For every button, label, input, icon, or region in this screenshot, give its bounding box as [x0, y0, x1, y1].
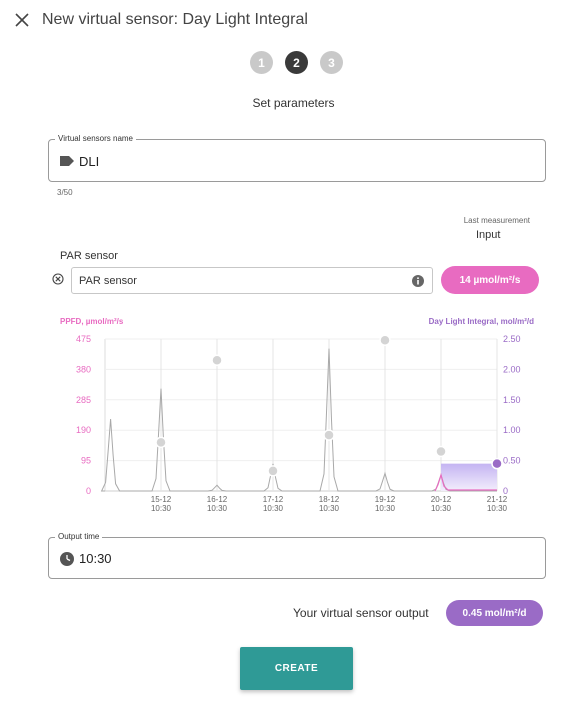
info-icon[interactable] [412, 275, 424, 287]
ppfd-current-line [434, 472, 497, 492]
x-axis-tick-date: 15-12 [151, 495, 172, 504]
dli-point [267, 465, 279, 477]
output-time-field[interactable]: Output time 10:30 [48, 532, 546, 579]
sensor-name-legend: Virtual sensors name [55, 134, 136, 144]
x-axis-tick-time: 10:30 [375, 504, 396, 513]
last-measurement-label: Last measurement [463, 216, 530, 225]
x-axis-tick-time: 10:30 [263, 504, 284, 513]
par-sensor-value: PAR sensor [79, 275, 137, 287]
x-axis-tick-time: 10:30 [319, 504, 340, 513]
sensor-name-field[interactable]: Virtual sensors name DLI [48, 134, 546, 182]
left-axis-tick-label: 0 [86, 486, 91, 496]
dli-point [379, 334, 391, 346]
dli-point [155, 436, 167, 449]
clock-icon [60, 552, 74, 566]
right-axis-tick-label: 2.00 [503, 364, 521, 374]
x-axis-tick-date: 20-12 [431, 495, 452, 504]
step-3[interactable]: 3 [320, 51, 343, 74]
x-axis-tick-date: 21-12 [487, 495, 508, 504]
left-axis-tick-label: 380 [76, 364, 91, 374]
left-axis-tick-label: 475 [76, 334, 91, 344]
right-axis-label: Day Light Integral, mol/m²/d [429, 317, 534, 326]
step-1[interactable]: 1 [250, 51, 273, 74]
ppfd-series-line [100, 348, 497, 492]
input-column-label: Input [476, 229, 501, 241]
right-axis-tick-label: 0.50 [503, 456, 521, 466]
x-axis-tick-date: 19-12 [375, 495, 396, 504]
close-icon[interactable] [12, 10, 32, 30]
par-sensor-select[interactable]: PAR sensor [71, 267, 433, 294]
left-axis-label: PPFD, µmol/m²/s [60, 317, 124, 326]
x-axis-tick-date: 18-12 [319, 495, 340, 504]
right-axis-tick-label: 1.00 [503, 425, 521, 435]
left-axis-tick-label: 285 [76, 395, 91, 405]
step-2[interactable]: 2 [285, 51, 308, 74]
dli-point [435, 445, 447, 458]
output-time-legend: Output time [55, 532, 103, 542]
tag-icon [60, 156, 74, 166]
remove-circle-icon[interactable] [52, 273, 64, 285]
sensor-name-value: DLI [79, 154, 100, 169]
right-axis-tick-label: 1.50 [503, 395, 521, 405]
x-axis-tick-date: 16-12 [207, 495, 228, 504]
dli-current-point [491, 457, 503, 470]
chart: PPFD, µmol/m²/s Day Light Integral, mol/… [48, 310, 548, 520]
char-count: 3/50 [57, 188, 73, 197]
left-axis-tick-label: 95 [81, 456, 91, 466]
output-time-value: 10:30 [79, 551, 112, 566]
dli-point [211, 354, 223, 367]
output-label: Your virtual sensor output [293, 606, 429, 620]
stepper: 1 2 3 [250, 51, 343, 75]
right-axis-tick-label: 0 [503, 486, 508, 496]
x-axis-tick-time: 10:30 [151, 504, 172, 513]
output-badge: 0.45 mol/m²/d [446, 600, 543, 626]
dli-current-area [441, 463, 497, 491]
par-sensor-label: PAR sensor [60, 250, 118, 262]
x-axis-tick-time: 10:30 [487, 504, 508, 513]
x-axis-tick-date: 17-12 [263, 495, 284, 504]
dialog-title: New virtual sensor: Day Light Integral [42, 11, 308, 28]
dli-point [323, 429, 335, 441]
x-axis-tick-time: 10:30 [207, 504, 228, 513]
create-button[interactable]: CREATE [240, 647, 353, 690]
left-axis-tick-label: 190 [76, 425, 91, 435]
par-measurement-badge: 14 µmol/m²/s [441, 266, 539, 294]
right-axis-tick-label: 2.50 [503, 334, 521, 344]
step-subtitle: Set parameters [252, 96, 335, 110]
dialog-header: New virtual sensor: Day Light Integral [0, 0, 587, 44]
x-axis-tick-time: 10:30 [431, 504, 452, 513]
